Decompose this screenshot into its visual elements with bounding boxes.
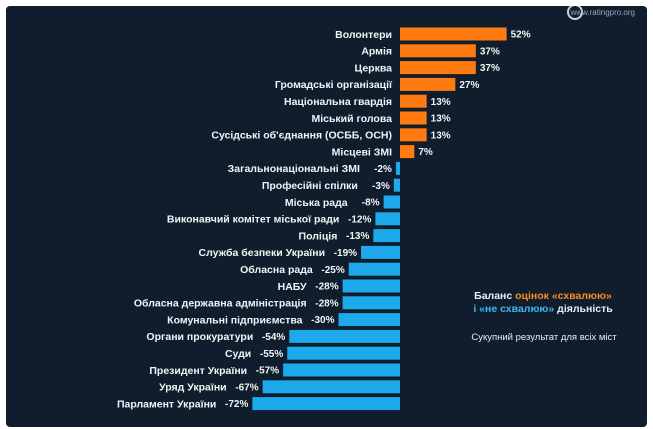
value-label: 37% bbox=[480, 46, 500, 57]
value-label: -19% bbox=[334, 248, 357, 259]
category-label: Уряд України bbox=[159, 382, 227, 394]
note-line-2: і «не схвалюю» діяльність bbox=[458, 303, 628, 316]
value-label: 13% bbox=[431, 114, 451, 125]
category-label: Міський голова bbox=[311, 113, 392, 125]
value-label: -25% bbox=[321, 265, 344, 276]
category-label: Служба безпеки України bbox=[199, 247, 326, 259]
value-label: -12% bbox=[348, 214, 371, 225]
bar bbox=[393, 178, 400, 192]
category-label: НАБУ bbox=[278, 281, 307, 293]
bar bbox=[400, 77, 456, 91]
bar bbox=[361, 245, 400, 259]
category-label: Обласна державна адміністрація bbox=[134, 298, 307, 310]
category-label: Органи прокуратури bbox=[146, 331, 253, 343]
bar bbox=[342, 279, 400, 293]
value-label: -13% bbox=[346, 231, 369, 242]
category-label: Професійні спілки bbox=[262, 180, 358, 192]
category-label: Поліція bbox=[299, 230, 338, 242]
bar bbox=[262, 380, 400, 394]
bar bbox=[375, 212, 400, 226]
bar-chart: 52% Волонтери 37% Армія 37% Церква 27% Громадсь… bbox=[117, 27, 531, 411]
category-label: Парламент України bbox=[117, 398, 216, 410]
value-label: -72% bbox=[225, 399, 248, 410]
value-label: -54% bbox=[262, 332, 285, 343]
category-label: Місцеві ЗМІ bbox=[332, 146, 392, 158]
value-label: 52% bbox=[511, 30, 531, 41]
bar bbox=[373, 229, 400, 243]
bar bbox=[383, 195, 400, 209]
category-label: Національна гвардія bbox=[284, 96, 392, 108]
bar bbox=[400, 111, 427, 125]
value-label: 37% bbox=[480, 63, 500, 74]
bar bbox=[283, 363, 400, 377]
category-label: Міська рада bbox=[285, 197, 348, 209]
value-label: -28% bbox=[315, 282, 338, 293]
category-label: Обласна рада bbox=[240, 264, 313, 276]
category-label: Суди bbox=[225, 348, 251, 360]
chart-legend-note: Баланс оцінок «схвалюю» і «не схвалюю» д… bbox=[458, 290, 628, 316]
note-line-1: Баланс оцінок «схвалюю» bbox=[458, 290, 628, 303]
category-label: Волонтери bbox=[335, 29, 392, 41]
category-label: Армія bbox=[361, 46, 392, 58]
category-label: Громадські організації bbox=[275, 79, 393, 91]
bar bbox=[395, 161, 400, 175]
bar bbox=[400, 145, 415, 159]
value-label: 27% bbox=[459, 80, 479, 91]
value-label: -30% bbox=[311, 315, 334, 326]
chart-panel: www.ratingpro.org 52% Волонтери 37% Армія 37… bbox=[6, 6, 647, 427]
source-label: www.ratingpro.org bbox=[570, 8, 635, 17]
value-label: -8% bbox=[362, 198, 380, 209]
value-label: -67% bbox=[235, 382, 258, 393]
category-label: Комунальні підприємства bbox=[167, 314, 302, 326]
bar bbox=[400, 61, 476, 75]
note-suffix: діяльність bbox=[554, 303, 613, 315]
category-label: Президент України bbox=[149, 365, 247, 377]
value-label: 7% bbox=[418, 147, 433, 158]
bar bbox=[289, 329, 400, 343]
value-label: -3% bbox=[372, 181, 390, 192]
bar bbox=[400, 27, 507, 41]
value-label: -2% bbox=[374, 164, 392, 175]
value-label: -28% bbox=[315, 298, 338, 309]
note-approve-text: оцінок «схвалюю» bbox=[515, 290, 612, 302]
bar bbox=[348, 262, 400, 276]
value-label: 13% bbox=[431, 97, 451, 108]
category-label: Виконавчий комітет міської ради bbox=[167, 214, 339, 226]
category-label: Сусідські об'єднання (ОСББ, ОСН) bbox=[211, 130, 392, 142]
bar bbox=[338, 313, 400, 327]
bar bbox=[287, 346, 400, 360]
note-subtitle: Сукупний результат для всіх міст bbox=[471, 332, 617, 343]
value-label: -55% bbox=[260, 349, 283, 360]
logo-icon bbox=[567, 6, 583, 20]
bar bbox=[342, 296, 400, 310]
bar bbox=[400, 128, 427, 142]
bar bbox=[252, 397, 400, 411]
category-label: Церква bbox=[355, 62, 393, 74]
note-disapprove-text: і «не схвалюю» bbox=[473, 303, 555, 315]
value-label: -57% bbox=[256, 366, 279, 377]
bar bbox=[400, 94, 427, 108]
bar bbox=[400, 44, 476, 58]
note-prefix: Баланс bbox=[474, 290, 516, 302]
category-label: Загальнонаціональні ЗМІ bbox=[228, 163, 360, 175]
value-label: 13% bbox=[431, 130, 451, 141]
